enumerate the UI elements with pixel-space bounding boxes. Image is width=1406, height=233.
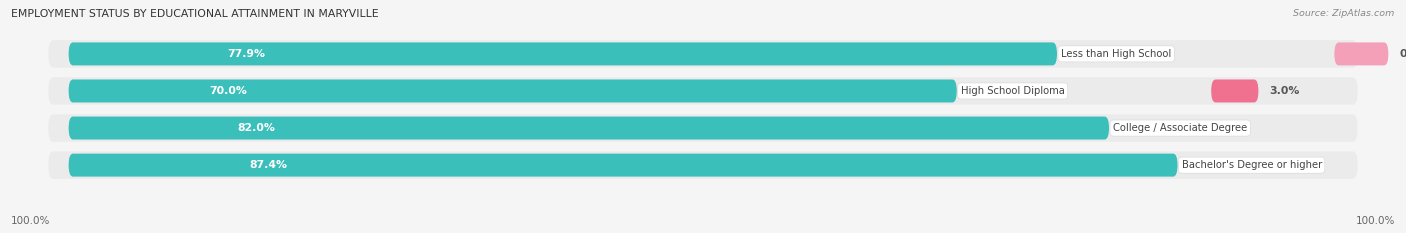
FancyBboxPatch shape	[69, 116, 1109, 140]
Text: Source: ZipAtlas.com: Source: ZipAtlas.com	[1294, 9, 1395, 18]
Text: College / Associate Degree: College / Associate Degree	[1114, 123, 1247, 133]
FancyBboxPatch shape	[1211, 79, 1258, 103]
Text: 100.0%: 100.0%	[11, 216, 51, 226]
FancyBboxPatch shape	[69, 79, 956, 103]
Text: Bachelor's Degree or higher: Bachelor's Degree or higher	[1181, 160, 1322, 170]
Text: EMPLOYMENT STATUS BY EDUCATIONAL ATTAINMENT IN MARYVILLE: EMPLOYMENT STATUS BY EDUCATIONAL ATTAINM…	[11, 9, 378, 19]
Text: 77.9%: 77.9%	[228, 49, 266, 59]
Text: 100.0%: 100.0%	[1355, 216, 1395, 226]
FancyBboxPatch shape	[48, 40, 1358, 68]
FancyBboxPatch shape	[48, 151, 1358, 179]
Text: 70.0%: 70.0%	[209, 86, 247, 96]
Text: 82.0%: 82.0%	[238, 123, 274, 133]
FancyBboxPatch shape	[48, 77, 1358, 105]
FancyBboxPatch shape	[69, 154, 1177, 177]
FancyBboxPatch shape	[69, 42, 1057, 65]
Text: Less than High School: Less than High School	[1062, 49, 1171, 59]
FancyBboxPatch shape	[1334, 42, 1388, 65]
Text: 0.0%: 0.0%	[1399, 49, 1406, 59]
Text: 87.4%: 87.4%	[249, 160, 287, 170]
Text: High School Diploma: High School Diploma	[960, 86, 1064, 96]
Text: 3.0%: 3.0%	[1270, 86, 1299, 96]
FancyBboxPatch shape	[48, 114, 1358, 142]
